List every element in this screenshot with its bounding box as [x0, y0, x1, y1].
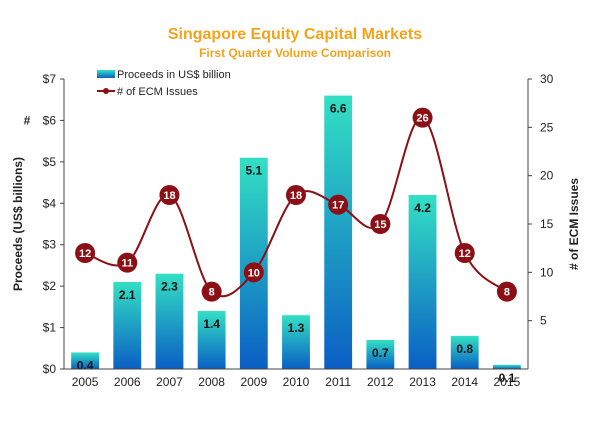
chart-title: Singapore Equity Capital Markets: [168, 26, 422, 43]
y2-tick-label: 30: [540, 72, 554, 86]
bar: [450, 335, 479, 369]
line-point: [286, 185, 306, 205]
bar-value-label: 0.8: [456, 342, 473, 356]
line-point-label: 10: [248, 267, 260, 279]
line-point: [496, 281, 517, 302]
line-point-label: 8: [504, 287, 510, 299]
chart-subtitle: First Quarter Volume Comparison: [199, 46, 391, 60]
y-tick-label: $6: [43, 113, 57, 127]
y2-tick-label: 20: [540, 169, 554, 183]
legend-label: # of ECM Issues: [117, 86, 198, 98]
y-axis-title: Proceeds (US$ billions): [11, 157, 25, 291]
legend-swatch-bar: [97, 70, 115, 78]
line-point-label: 15: [374, 219, 386, 231]
bar-value-label: 1.4: [203, 317, 220, 331]
bar-value-label: 0.4: [77, 358, 94, 372]
y-tick-label: $5: [43, 155, 57, 169]
line-point-label: 26: [416, 113, 428, 125]
line-point: [370, 214, 391, 234]
bar: [324, 95, 353, 370]
bar: [366, 340, 395, 369]
bar: [197, 311, 226, 369]
line-point-label: 8: [209, 287, 215, 299]
y-tick-label: $0: [43, 362, 57, 376]
y2-tick-label: 10: [540, 265, 554, 279]
x-tick-label: 2009: [240, 375, 267, 389]
y2-axis-title: # of ECM Issues: [567, 178, 581, 270]
x-tick-label: 2011: [325, 375, 351, 389]
line-point-label: 12: [79, 248, 91, 260]
line-point: [454, 243, 475, 263]
bar-value-label: 0.7: [372, 346, 389, 360]
y-tick-label: $3: [43, 238, 57, 252]
y-tick-label: $2: [43, 279, 57, 293]
x-tick-label: 2007: [156, 375, 183, 389]
x-tick-label: 2015: [494, 375, 521, 389]
legend-swatch-marker: [103, 88, 109, 94]
line-point: [159, 185, 180, 205]
axes: $0 $1 $2 $3 $4 $5 $6 $7 5 10 15 20 25 30 2005 2006 2007 2…: [11, 72, 581, 389]
bar-value-label: 4.2: [414, 201, 431, 215]
bar-value-label: 0.1: [499, 371, 516, 385]
x-tick-label: 2010: [283, 375, 310, 389]
line-point: [328, 194, 349, 215]
bar: [71, 352, 100, 369]
y-tick-label: $7: [43, 72, 57, 86]
annotation-text: #: [24, 113, 31, 127]
bar-value-label: 5.1: [245, 164, 262, 178]
line-point: [75, 243, 96, 263]
x-tick-label: 2006: [114, 375, 141, 389]
bar-value-label: 6.6: [330, 102, 347, 116]
bar: [155, 273, 184, 369]
bar-value-label: 2.3: [161, 280, 178, 294]
x-tick-label: 2005: [72, 375, 99, 389]
line-point-label: 18: [290, 190, 302, 202]
y2-tick-label: 5: [540, 314, 547, 328]
bar: [492, 364, 521, 369]
line-point-label: 18: [163, 190, 175, 202]
line-point: [412, 107, 433, 128]
y-tick-label: $4: [43, 196, 57, 210]
bar: [408, 195, 437, 369]
x-tick-label: 2008: [198, 375, 225, 389]
line-point: [201, 281, 222, 302]
y2-tick-label: 15: [540, 217, 554, 231]
y-tick-label: $1: [43, 321, 57, 335]
x-tick-label: 2012: [367, 375, 394, 389]
x-tick-label: 2013: [409, 375, 436, 389]
line-point-label: 12: [459, 248, 471, 260]
y2-tick-label: 25: [540, 120, 554, 134]
line-series: 12 11 18 8 10 18 17 15 26 12 8: [75, 107, 517, 302]
line-point-label: 11: [121, 258, 133, 270]
bar-value-label: 2.1: [119, 288, 136, 302]
bar-value-label: 1.3: [288, 321, 305, 335]
bar: [113, 282, 142, 369]
line-point-label: 17: [332, 200, 344, 212]
issues-line: [84, 116, 508, 298]
line-point: [117, 252, 138, 273]
bar-series: 0.4 2.1 2.3 1.4 5.1 1.3 6.6 0.7 4.2 0.8 0.1: [71, 95, 521, 385]
bar: [282, 315, 310, 369]
legend: Proceeds in US$ billion # of ECM Issues: [97, 69, 231, 98]
x-tick-label: 2014: [451, 375, 478, 389]
line-point: [243, 262, 264, 283]
legend-label: Proceeds in US$ billion: [117, 69, 231, 81]
